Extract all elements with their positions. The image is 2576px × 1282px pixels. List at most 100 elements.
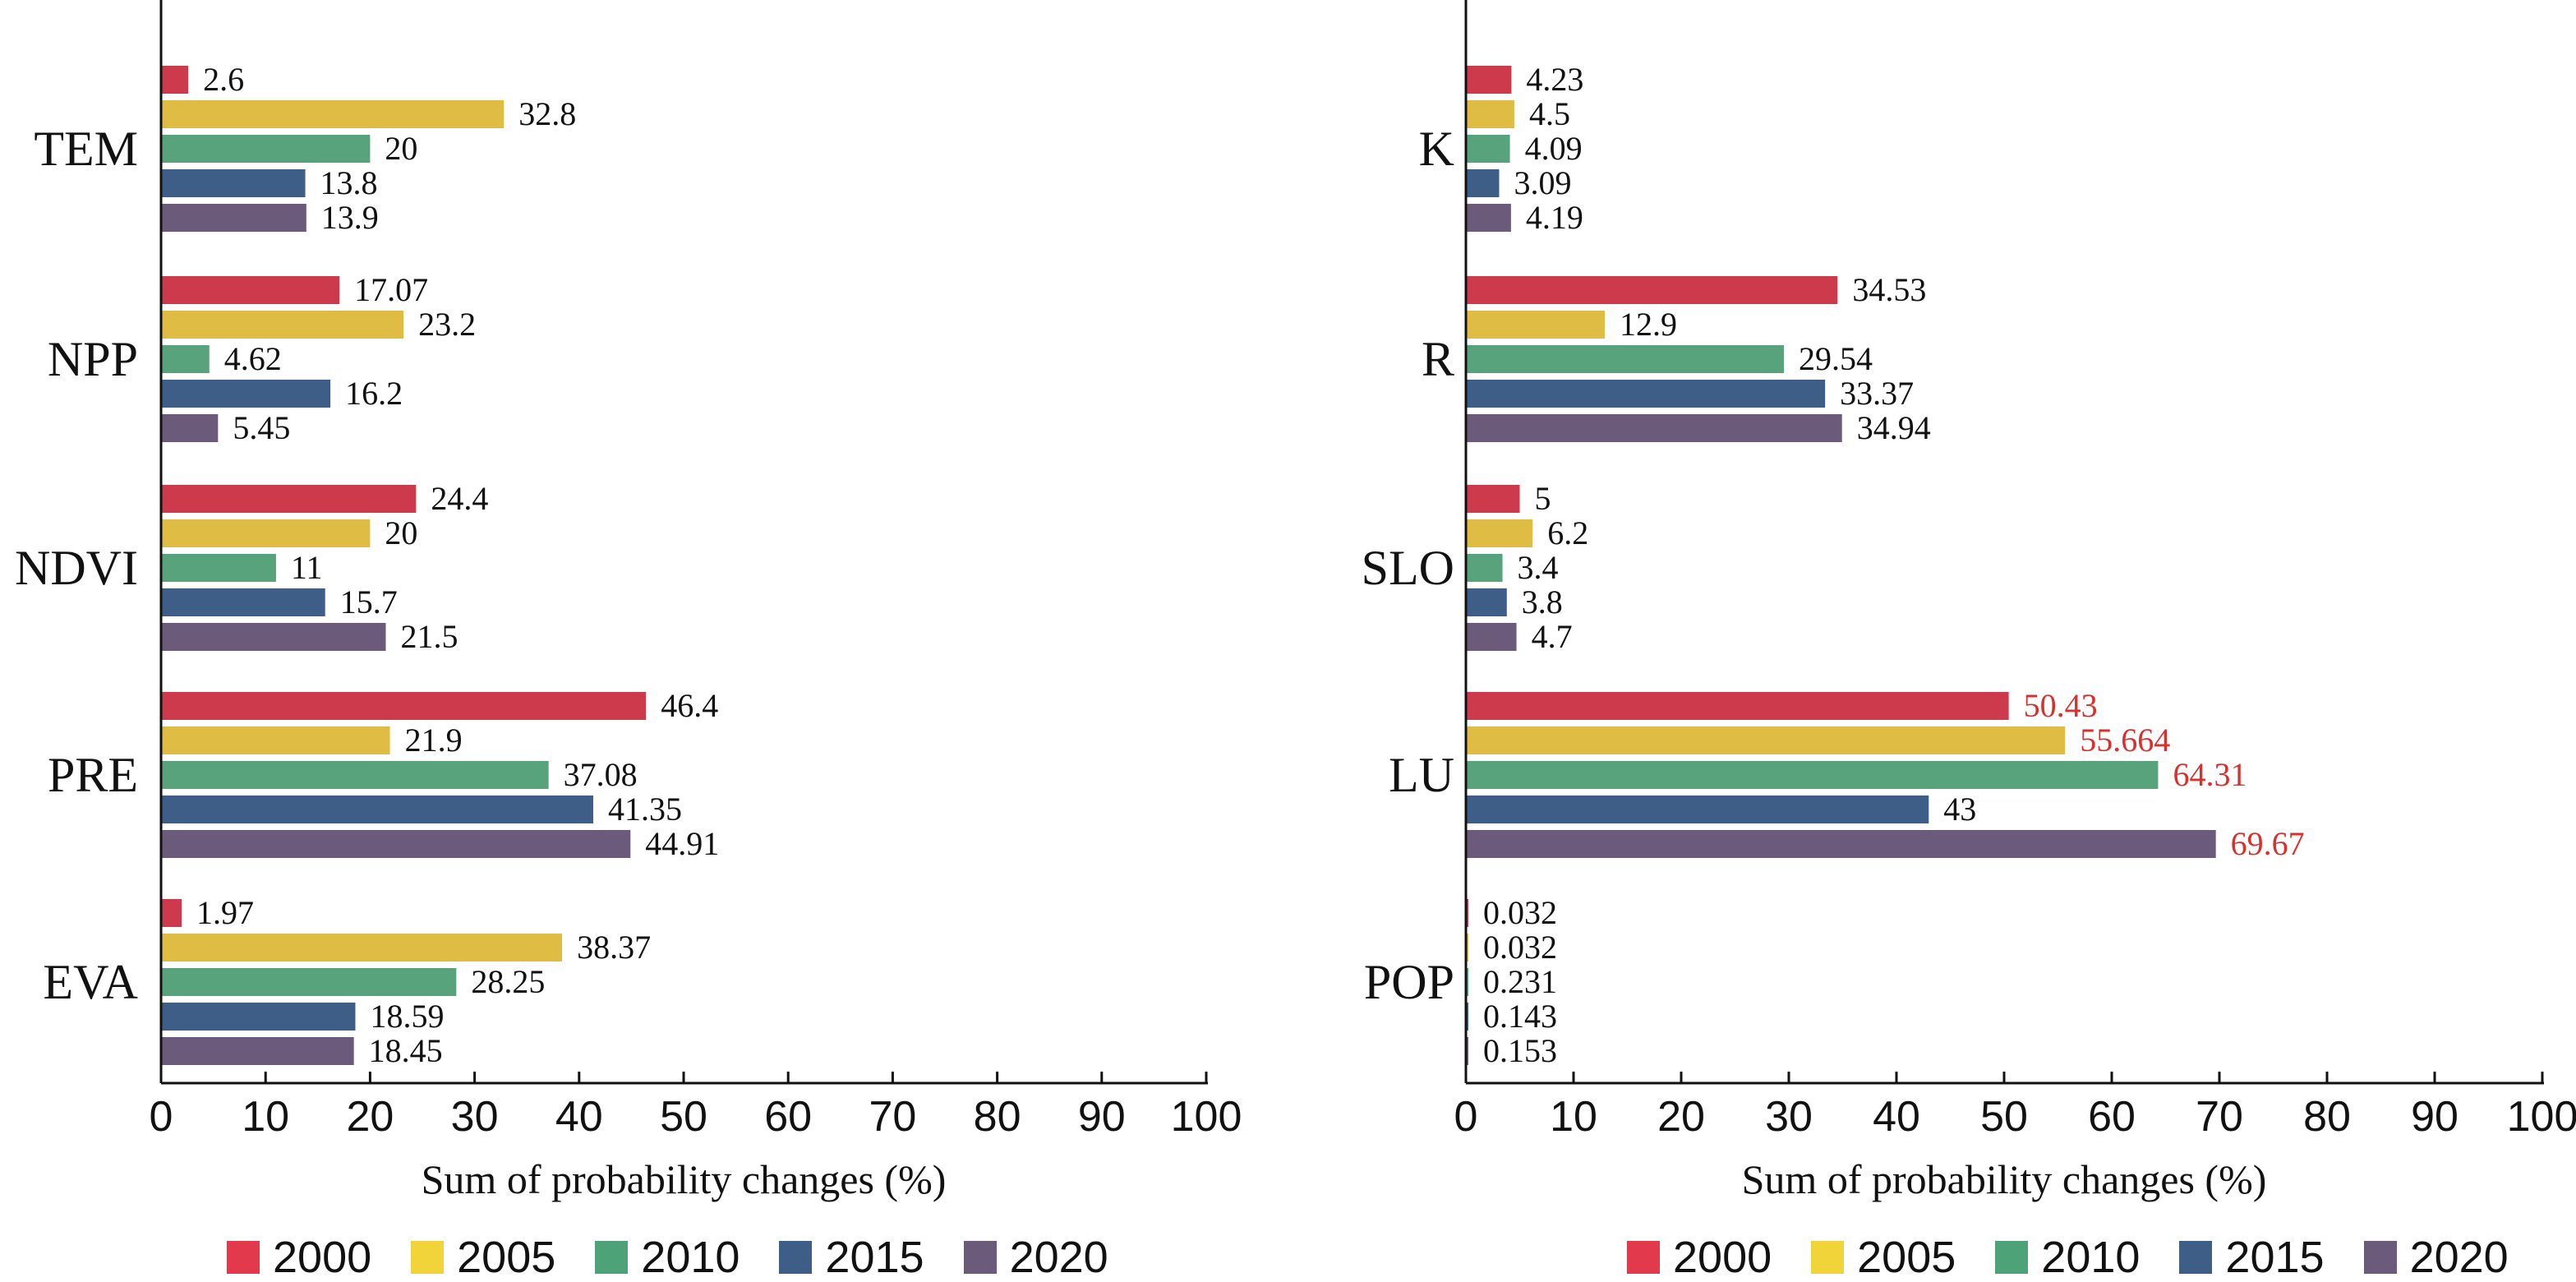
- bar-tem-2010: [161, 135, 371, 163]
- data-label-eva-2005: 38.37: [577, 929, 651, 966]
- data-label-k-2000: 4.23: [1526, 61, 1583, 98]
- data-label-ndvi-2000: 24.4: [431, 480, 488, 517]
- category-label-ndvi: NDVI: [15, 541, 138, 595]
- bar-slo-2000: [1466, 485, 1520, 513]
- x-tick-label: 10: [242, 1093, 289, 1141]
- category-label-pop: POP: [1364, 955, 1454, 1009]
- bar-pre-2010: [161, 761, 549, 789]
- legend-item-2010: 2010: [1995, 1235, 2140, 1280]
- data-label-ndvi-2010: 11: [291, 549, 323, 586]
- category-label-k: K: [1419, 122, 1454, 176]
- data-label-pre-2000: 46.4: [661, 687, 718, 724]
- legend-swatch: [227, 1241, 260, 1274]
- bar-pre-2020: [161, 830, 631, 858]
- x-tick-label: 90: [2411, 1093, 2458, 1141]
- legend-swatch: [1811, 1241, 1845, 1274]
- x-tick-label: 60: [764, 1093, 812, 1141]
- data-label-ndvi-2020: 21.5: [400, 618, 458, 655]
- bar-k-2005: [1466, 100, 1514, 128]
- data-label-lu-2005: 55.664: [2080, 722, 2170, 759]
- bar-npp-2005: [161, 311, 404, 339]
- bar-k-2000: [1466, 66, 1512, 94]
- legend-label: 2000: [273, 1233, 372, 1282]
- data-label-npp-2015: 16.2: [345, 375, 403, 412]
- data-label-k-2015: 3.09: [1514, 164, 1571, 201]
- data-label-pre-2005: 21.9: [405, 722, 463, 759]
- legend-swatch: [963, 1241, 997, 1274]
- x-tick-label: 30: [1765, 1093, 1813, 1141]
- x-tick-label: 100: [2507, 1093, 2576, 1141]
- legend-item-2010: 2010: [595, 1235, 740, 1280]
- bar-pre-2005: [161, 726, 390, 754]
- bar-slo-2020: [1466, 623, 1517, 651]
- legend-swatch: [779, 1241, 813, 1274]
- bar-eva-2000: [161, 899, 182, 927]
- legend-swatch: [2179, 1241, 2213, 1274]
- data-label-npp-2000: 17.07: [354, 271, 428, 308]
- legend-item-2000: 2000: [1627, 1235, 1772, 1280]
- bar-r-2020: [1466, 414, 1842, 442]
- data-label-tem-2010: 20: [385, 130, 417, 167]
- bar-lu-2005: [1466, 726, 2066, 754]
- bar-pre-2015: [161, 795, 593, 823]
- data-label-eva-2000: 1.97: [196, 894, 254, 931]
- x-tick-label: 100: [1171, 1093, 1242, 1141]
- data-label-npp-2020: 5.45: [233, 409, 290, 446]
- legend-item-2005: 2005: [411, 1235, 555, 1280]
- legend-swatch: [1995, 1241, 2029, 1274]
- bar-npp-2015: [161, 380, 331, 408]
- data-label-k-2005: 4.5: [1529, 95, 1570, 132]
- bar-r-2000: [1466, 276, 1838, 304]
- bar-slo-2015: [1466, 588, 1507, 616]
- data-label-slo-2005: 6.2: [1547, 514, 1588, 551]
- bar-tem-2015: [161, 169, 306, 197]
- right-legend: 2000 2005 2010 2015 2020: [1627, 1234, 2548, 1280]
- data-label-ndvi-2005: 20: [385, 514, 417, 551]
- legend-item-2000: 2000: [227, 1235, 371, 1280]
- bar-ndvi-2015: [161, 588, 325, 616]
- data-label-pre-2015: 41.35: [608, 791, 682, 828]
- x-tick-label: 50: [1980, 1093, 2028, 1141]
- bar-slo-2005: [1466, 519, 1533, 547]
- bar-tem-2005: [161, 100, 505, 128]
- legend-item-2020: 2020: [2363, 1235, 2509, 1280]
- data-label-npp-2005: 23.2: [418, 306, 476, 343]
- legend-item-2015: 2015: [2179, 1235, 2325, 1280]
- data-label-tem-2005: 32.8: [518, 95, 576, 132]
- bar-r-2005: [1466, 311, 1605, 339]
- legend-label: 2010: [641, 1233, 740, 1282]
- bar-npp-2000: [161, 276, 340, 304]
- data-label-tem-2000: 2.6: [203, 61, 244, 98]
- data-label-pre-2010: 37.08: [564, 756, 638, 793]
- category-label-slo: SLO: [1362, 541, 1454, 595]
- bar-ndvi-2020: [161, 623, 386, 651]
- x-tick-label: 30: [451, 1093, 499, 1141]
- data-label-eva-2020: 18.45: [369, 1032, 443, 1069]
- category-label-eva: EVA: [43, 955, 138, 1009]
- bar-tem-2000: [161, 66, 189, 94]
- x-tick-label: 50: [660, 1093, 707, 1141]
- x-tick-label: 20: [346, 1093, 394, 1141]
- bar-eva-2020: [161, 1037, 354, 1065]
- x-axis-label: Sum of probability changes (%): [1742, 1156, 2267, 1202]
- legend-label: 2005: [1857, 1233, 1956, 1282]
- legend-label: 2010: [2041, 1233, 2141, 1282]
- bar-lu-2000: [1466, 692, 2009, 720]
- data-label-ndvi-2015: 15.7: [340, 583, 398, 620]
- category-label-r: R: [1422, 332, 1454, 386]
- bar-pre-2000: [161, 692, 647, 720]
- bar-k-2020: [1466, 204, 1511, 232]
- right-chart-panel: 4.234.54.093.094.19K34.5312.929.5433.373…: [1362, 0, 2576, 1202]
- legend-item-2020: 2020: [963, 1235, 1108, 1280]
- bar-eva-2005: [161, 934, 563, 962]
- data-label-eva-2015: 18.59: [370, 998, 444, 1035]
- bar-eva-2010: [161, 968, 457, 996]
- data-label-r-2020: 34.94: [1857, 409, 1931, 446]
- data-label-slo-2010: 3.4: [1518, 549, 1559, 586]
- x-tick-label: 70: [869, 1093, 916, 1141]
- category-label-lu: LU: [1389, 748, 1454, 802]
- bar-r-2010: [1466, 345, 1784, 373]
- data-label-lu-2010: 64.31: [2173, 756, 2247, 793]
- legend-swatch: [1627, 1241, 1660, 1274]
